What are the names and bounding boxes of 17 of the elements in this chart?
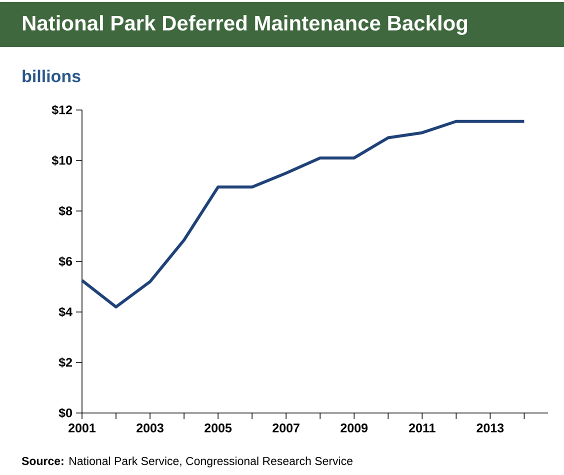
y-tick-label: $10 bbox=[52, 155, 72, 166]
x-tick-label: 2001 bbox=[68, 424, 96, 432]
y-tick-label: $6 bbox=[58, 256, 72, 267]
text: Source: National Park Service, Congressional Research Service bbox=[22, 456, 352, 468]
x-tick-label: 2013 bbox=[476, 424, 504, 432]
y-tick-label: $2 bbox=[58, 357, 72, 368]
y-tick-label: $12 bbox=[52, 104, 72, 116]
y-axis-title: billions bbox=[22, 70, 80, 82]
x-tick-label: 2003 bbox=[136, 424, 164, 432]
y-tick-label: $0 bbox=[58, 408, 72, 418]
y-tick-label: $8 bbox=[58, 206, 72, 216]
x-tick-label: 2011 bbox=[409, 424, 436, 432]
chart-title: National Park Deferred Maintenance Backlog bbox=[22, 15, 468, 35]
x-tick-label: 2009 bbox=[340, 424, 368, 432]
x-tick-label: 2007 bbox=[272, 424, 300, 432]
x-tick-label: 2005 bbox=[204, 424, 232, 432]
y-tick-label: $4 bbox=[58, 306, 72, 318]
